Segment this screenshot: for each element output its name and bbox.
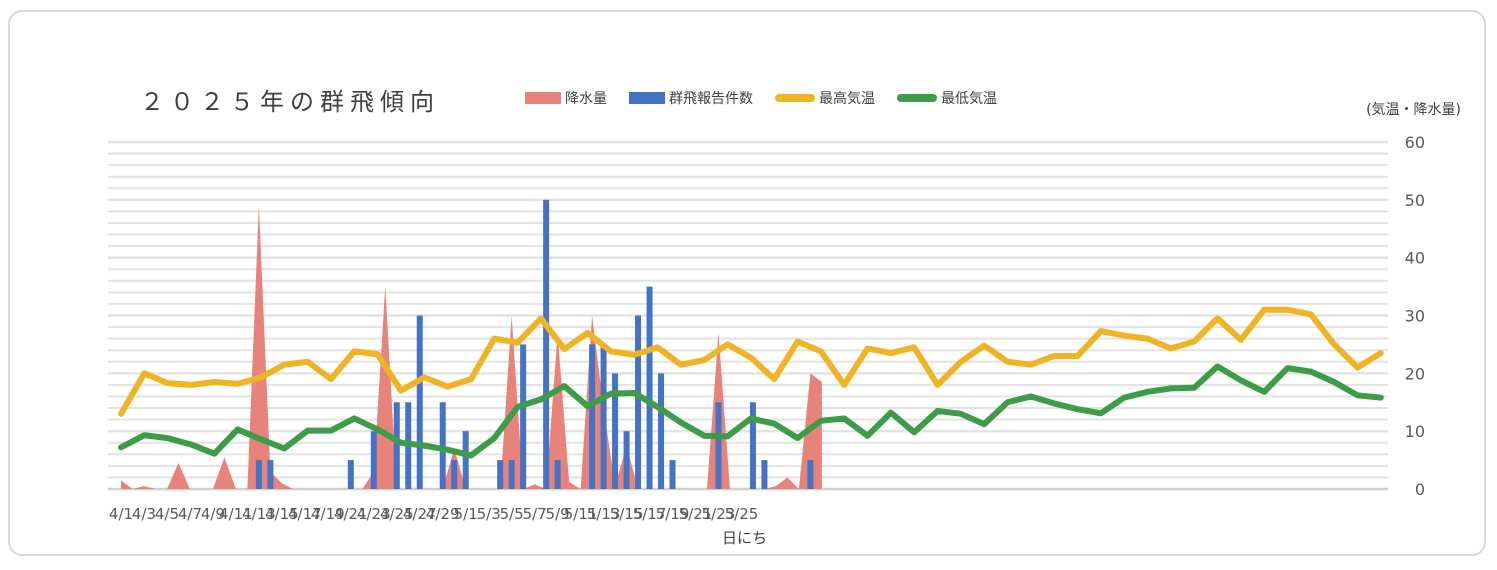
y-axis-unit-label: (気温・降水量) (1366, 102, 1461, 118)
x-tick-label: 4/25 (380, 505, 414, 523)
x-tick-label: 4/21 (334, 505, 368, 523)
legend-swatch-tmax (775, 94, 815, 102)
x-tick-label: 4/3 (132, 505, 156, 523)
x-tick-label: 4/7 (178, 505, 202, 523)
x-tick-label: 5/21 (679, 505, 713, 523)
y-tick-label: 0 (1415, 480, 1425, 499)
legend-item-tmax: 最高気温 (775, 88, 875, 108)
legend-item-rain: 降水量 (525, 88, 607, 108)
swarm-bar (543, 199, 550, 490)
swarm-bar (267, 460, 274, 489)
x-tick-label: 5/9 (546, 505, 570, 523)
swarm-bar (462, 431, 469, 489)
x-tick-label: 5/23 (702, 505, 736, 523)
y-tick-label: 20 (1405, 364, 1425, 383)
x-tick-label: 5/17 (633, 505, 667, 523)
tmax-line-series (118, 306, 1384, 417)
swarm-bar (807, 460, 814, 489)
legend-item-tmin: 最低気温 (897, 88, 997, 108)
swarm-bar (761, 460, 768, 489)
x-tick-label: 4/1 (109, 505, 133, 523)
x-tick-label: 4/13 (242, 505, 276, 523)
swarm-bar (554, 460, 561, 489)
y-tick-labels: 0 10 20 30 40 50 60 (1405, 133, 1425, 499)
rain-area (121, 205, 822, 489)
swarm-bar (669, 460, 676, 489)
x-tick-label: 5/25 (725, 505, 759, 523)
x-tick-label: 4/5 (155, 505, 179, 523)
x-tick-label: 4/9 (201, 505, 225, 523)
swarm-bar (370, 431, 377, 489)
swarm-bar (589, 344, 596, 489)
x-tick-label: 5/19 (656, 505, 690, 523)
y-tick-label: 60 (1405, 133, 1425, 152)
swarm-bar (612, 373, 619, 489)
tmin-line (118, 363, 1384, 459)
x-tick-label: 4/17 (288, 505, 322, 523)
swarm-bar (646, 286, 653, 489)
swarm-bar (715, 402, 722, 489)
x-tick-label: 4/27 (403, 505, 437, 523)
swarm-bar (255, 460, 262, 489)
x-tick-label: 5/7 (523, 505, 547, 523)
swarm-bar-series (255, 199, 814, 490)
swarm-bar (520, 344, 527, 489)
swarm-bar (600, 344, 607, 489)
swarm-bar (439, 402, 446, 489)
tmin-line-series (118, 363, 1384, 459)
x-tick-label: 4/19 (311, 505, 345, 523)
swarm-bar (508, 460, 515, 489)
y-tick-label: 50 (1405, 191, 1425, 210)
tmax-line (118, 306, 1384, 417)
swarm-bar (416, 315, 423, 489)
legend-label-swarm: 群飛報告件数 (669, 91, 753, 107)
chart-legend: 降水量 群飛報告件数 最高気温 最低気温 (525, 88, 997, 108)
x-tick-label: 4/29 (426, 505, 460, 523)
legend-swatch-swarm (629, 92, 665, 104)
x-tick-label: 4/15 (265, 505, 299, 523)
x-tick-label: 4/23 (357, 505, 391, 523)
x-tick-label: 5/15 (610, 505, 644, 523)
legend-label-rain: 降水量 (565, 91, 607, 107)
swarm-bar (749, 402, 756, 489)
y-tick-label: 30 (1405, 307, 1425, 326)
x-tick-label: 4/11 (219, 505, 253, 523)
x-tick-label: 5/1 (454, 505, 478, 523)
legend-item-swarm: 群飛報告件数 (629, 88, 753, 108)
x-tick-label: 5/11 (564, 505, 598, 523)
grid-lines (108, 140, 1388, 491)
swarm-bar (451, 460, 458, 489)
chart-title: ２０２５年の群飛傾向 (140, 88, 440, 116)
swarm-bar (658, 373, 665, 489)
rain-area-series (121, 205, 822, 489)
swarm-bar (393, 402, 400, 489)
x-tick-labels: 4/14/34/54/74/94/114/134/154/174/194/214… (109, 505, 758, 523)
swarm-bar (635, 315, 642, 489)
x-axis-label: 日にち (722, 529, 768, 547)
legend-swatch-rain (525, 92, 561, 104)
y-tick-label: 10 (1405, 422, 1425, 441)
swarm-bar (497, 460, 504, 489)
x-tick-label: 5/5 (500, 505, 524, 523)
swarm-bar (623, 431, 630, 489)
legend-label-tmin: 最低気温 (941, 91, 997, 107)
x-tick-label: 5/3 (477, 505, 501, 523)
legend-swatch-tmin (897, 94, 937, 102)
y-tick-label: 40 (1405, 249, 1425, 268)
x-tick-label: 5/13 (587, 505, 621, 523)
legend-label-tmax: 最高気温 (819, 91, 875, 107)
swarm-bar (347, 460, 354, 489)
